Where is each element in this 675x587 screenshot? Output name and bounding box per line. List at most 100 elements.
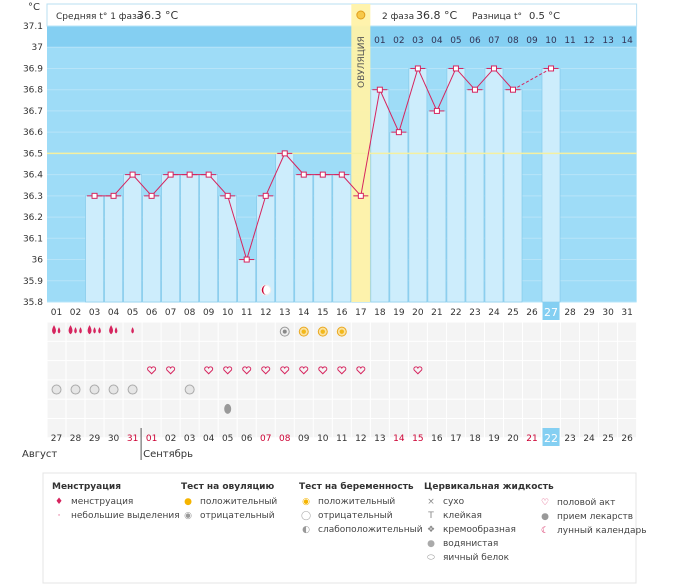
symptom-cell: [523, 380, 542, 399]
symptom-cell: [142, 361, 161, 380]
temperature-segment: [341, 174, 362, 197]
difference-label: Разница t°: [472, 12, 522, 22]
heart-icon: [147, 366, 157, 375]
cycle-day-label: 22: [450, 308, 461, 318]
temperature-point: [262, 192, 269, 199]
symptom-cell: [47, 322, 66, 341]
cycle-day-label: 03: [89, 308, 100, 318]
symptom-cell: [503, 419, 522, 438]
date-label: 06: [241, 434, 253, 444]
symptom-cell: [389, 419, 408, 438]
cycle-day-label: 06: [146, 308, 158, 318]
temperature-bar: [104, 195, 123, 303]
symptom-cell: [218, 322, 237, 341]
temperature-point: [243, 256, 250, 263]
symptom-cell: [161, 361, 180, 380]
egg-icon: ⬭: [427, 553, 435, 563]
temperature-point: [148, 192, 155, 199]
temperature-bar: [275, 153, 295, 303]
symptom-cell: [580, 341, 599, 361]
legend-label: сухо: [443, 497, 465, 507]
heart-icon: [261, 366, 271, 375]
temperature-point: [338, 171, 345, 178]
y-axis-title: °C: [28, 2, 40, 13]
symptom-cell: [370, 322, 389, 341]
temperature-point: [205, 171, 212, 178]
temperature-bar: [294, 174, 314, 303]
symptom-cell: [484, 419, 503, 438]
y-tick-label: 36.5: [23, 149, 43, 159]
cycle-day-label: 10: [222, 308, 234, 318]
temperature-segment: [265, 153, 286, 197]
symptom-cell: [523, 361, 542, 380]
temperature-bar: [313, 174, 333, 303]
date-label: 02: [165, 434, 176, 444]
y-tick-label: 36.7: [23, 107, 43, 117]
symptom-cell: [313, 380, 332, 399]
symptom-cell: [104, 341, 123, 361]
cycle-day-label: 02: [70, 308, 81, 318]
temperature-segment: [246, 195, 267, 260]
date-label: 18: [469, 434, 481, 444]
luteal-day-label: 03: [412, 36, 423, 46]
menstruation-drop-icon: [79, 327, 82, 334]
legend-label: положительный: [200, 497, 278, 507]
difference-value: 0.5 °C: [529, 11, 560, 22]
symptom-cell: [256, 322, 275, 341]
luteal-day-label: 05: [450, 36, 461, 46]
symptom-cell: [542, 322, 561, 341]
cycle-day-label: 29: [583, 308, 595, 318]
symptom-cell: [408, 341, 427, 361]
heart-icon: [242, 366, 252, 375]
symptom-cell: [218, 380, 237, 399]
temperature-segment: [151, 174, 172, 197]
date-label: 25: [602, 434, 613, 444]
symptom-cell: [275, 341, 294, 361]
symptom-cell: [237, 341, 256, 361]
symptom-cell: [618, 399, 637, 418]
symptom-cell: [580, 322, 599, 341]
date-label: 03: [184, 434, 195, 444]
temperature-point: [490, 65, 497, 72]
symptom-cell: [580, 399, 599, 418]
temperature-bar: [427, 110, 447, 303]
symptom-cell: [370, 380, 389, 399]
symptom-cell: [332, 419, 351, 438]
symptom-cell: [123, 399, 142, 418]
symptom-cell: [294, 361, 313, 380]
temperature-bar: [503, 89, 523, 303]
symptom-cell: [85, 399, 104, 418]
legend-label: отрицательный: [200, 511, 275, 521]
symptom-cell: [618, 380, 637, 399]
cycle-day-label: 23: [469, 308, 480, 318]
symptom-cell: [599, 361, 618, 380]
date-label: 08: [279, 434, 291, 444]
symptom-cell: [66, 419, 85, 438]
symptom-cell: [294, 419, 313, 438]
phase2-label: 2 фаза: [382, 12, 414, 22]
symptom-cell: [47, 399, 66, 418]
temperature-point: [395, 129, 402, 136]
y-tick-label: 37.1: [23, 22, 43, 32]
symptom-cell: [561, 419, 580, 438]
symptom-cell: [446, 419, 465, 438]
legend-label: клейкая: [443, 511, 482, 521]
date-label: 30: [108, 434, 120, 444]
cycle-day-label: 21: [431, 308, 442, 318]
symptom-cell: [332, 399, 351, 418]
menstruation-drop-icon: [52, 325, 56, 335]
symptom-cell: [294, 380, 313, 399]
menstruation-drop-icon: [93, 327, 96, 334]
symptom-cell: [123, 341, 142, 361]
temperature-point: [91, 192, 98, 199]
temperature-point: [167, 171, 174, 178]
cycle-day-label: 25: [507, 308, 518, 318]
water-drop-icon: ●: [427, 539, 435, 549]
grey-circle-icon: ◯: [300, 511, 312, 521]
phase1-value: 36.3 °C: [137, 9, 178, 22]
pill-icon: ●: [541, 512, 549, 522]
symptom-cell: [542, 399, 561, 418]
symptom-cell: [218, 419, 237, 438]
pregnancy-test-icon: [70, 384, 81, 395]
cycle-day-label: 07: [165, 308, 176, 318]
